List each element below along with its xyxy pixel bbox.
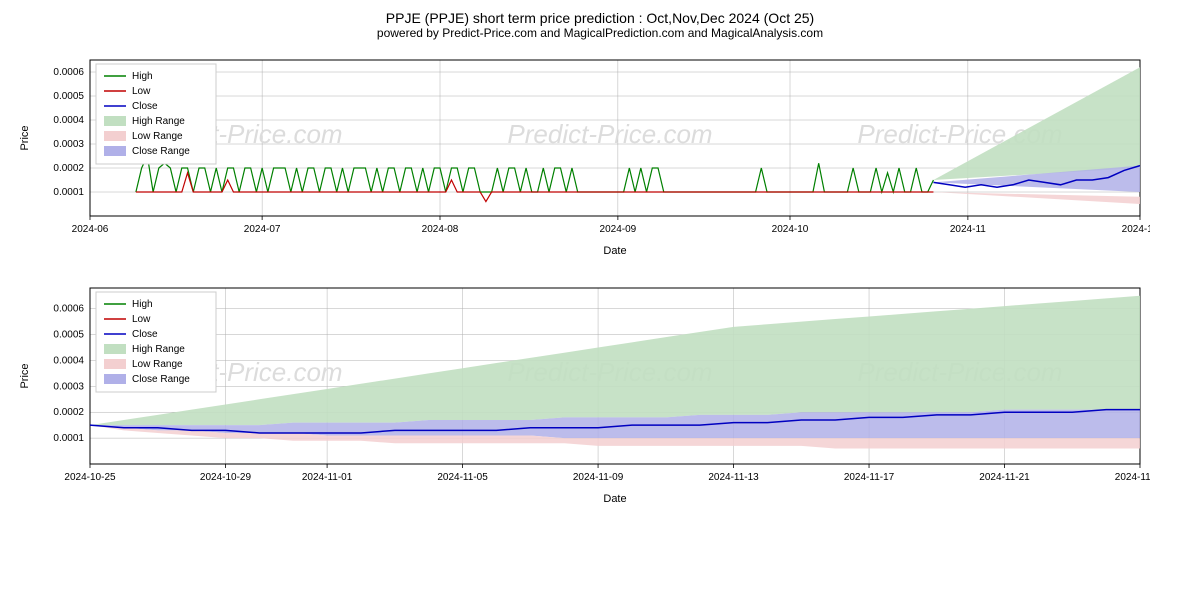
svg-text:Close Range: Close Range [132, 374, 190, 385]
svg-text:Date: Date [603, 245, 626, 257]
svg-text:Price: Price [19, 125, 31, 150]
chart-2-wrap: 0.0001 0.0002 0.0003 0.0004 0.0005 0.0006 2024… [10, 276, 1190, 506]
svg-text:High: High [132, 299, 153, 310]
svg-text:Low Range: Low Range [132, 359, 183, 370]
svg-text:0.0003: 0.0003 [53, 139, 84, 150]
svg-text:2024-11-17: 2024-11-17 [844, 472, 895, 483]
svg-text:0.0005: 0.0005 [53, 330, 84, 341]
svg-text:High Range: High Range [132, 344, 185, 355]
svg-text:0.0004: 0.0004 [53, 115, 84, 126]
svg-text:2024-11-13: 2024-11-13 [708, 472, 759, 483]
svg-text:2024-10-29: 2024-10-29 [200, 472, 252, 483]
svg-text:2024-11-25: 2024-11-25 [1115, 472, 1150, 483]
svg-text:Low Range: Low Range [132, 131, 183, 142]
svg-text:2024-10-25: 2024-10-25 [64, 472, 116, 483]
svg-text:0.0004: 0.0004 [53, 355, 84, 366]
svg-text:Close: Close [132, 101, 158, 112]
svg-text:2024-06: 2024-06 [72, 224, 109, 235]
svg-text:Low: Low [132, 86, 151, 97]
svg-text:Close: Close [132, 329, 158, 340]
svg-text:Predict-Price.com: Predict-Price.com [507, 119, 712, 149]
svg-text:0.0006: 0.0006 [53, 304, 84, 315]
svg-text:0.0001: 0.0001 [53, 433, 84, 444]
svg-text:2024-10: 2024-10 [772, 224, 809, 235]
chart-title: PPJE (PPJE) short term price prediction … [10, 10, 1190, 26]
svg-text:Low: Low [132, 314, 151, 325]
svg-text:High Range: High Range [132, 116, 185, 127]
svg-text:2024-12: 2024-12 [1122, 224, 1150, 235]
chart-1-wrap: 0.0001 0.0002 0.0003 0.0004 0.0005 0.0006 2024… [10, 48, 1190, 258]
svg-text:2024-07: 2024-07 [244, 224, 281, 235]
svg-text:0.0005: 0.0005 [53, 91, 84, 102]
svg-text:0.0003: 0.0003 [53, 381, 84, 392]
chart-subtitle: powered by Predict-Price.com and Magical… [10, 26, 1190, 40]
svg-text:0.0006: 0.0006 [53, 67, 84, 78]
chart-2: 0.0001 0.0002 0.0003 0.0004 0.0005 0.0006 2024… [10, 276, 1150, 506]
svg-text:2024-11-01: 2024-11-01 [302, 472, 353, 483]
svg-text:2024-08: 2024-08 [422, 224, 459, 235]
svg-text:2024-11-05: 2024-11-05 [437, 472, 488, 483]
svg-text:2024-09: 2024-09 [600, 224, 637, 235]
svg-text:2024-11-21: 2024-11-21 [979, 472, 1030, 483]
svg-text:2024-11-09: 2024-11-09 [573, 472, 624, 483]
svg-text:2024-11: 2024-11 [950, 224, 986, 235]
svg-text:0.0001: 0.0001 [53, 187, 84, 198]
svg-text:0.0002: 0.0002 [53, 163, 84, 174]
svg-text:Date: Date [603, 493, 626, 505]
svg-text:0.0002: 0.0002 [53, 407, 84, 418]
svg-text:Close Range: Close Range [132, 146, 190, 157]
svg-text:Price: Price [19, 363, 31, 388]
chart-1: 0.0001 0.0002 0.0003 0.0004 0.0005 0.0006 2024… [10, 48, 1150, 258]
svg-text:High: High [132, 71, 153, 82]
